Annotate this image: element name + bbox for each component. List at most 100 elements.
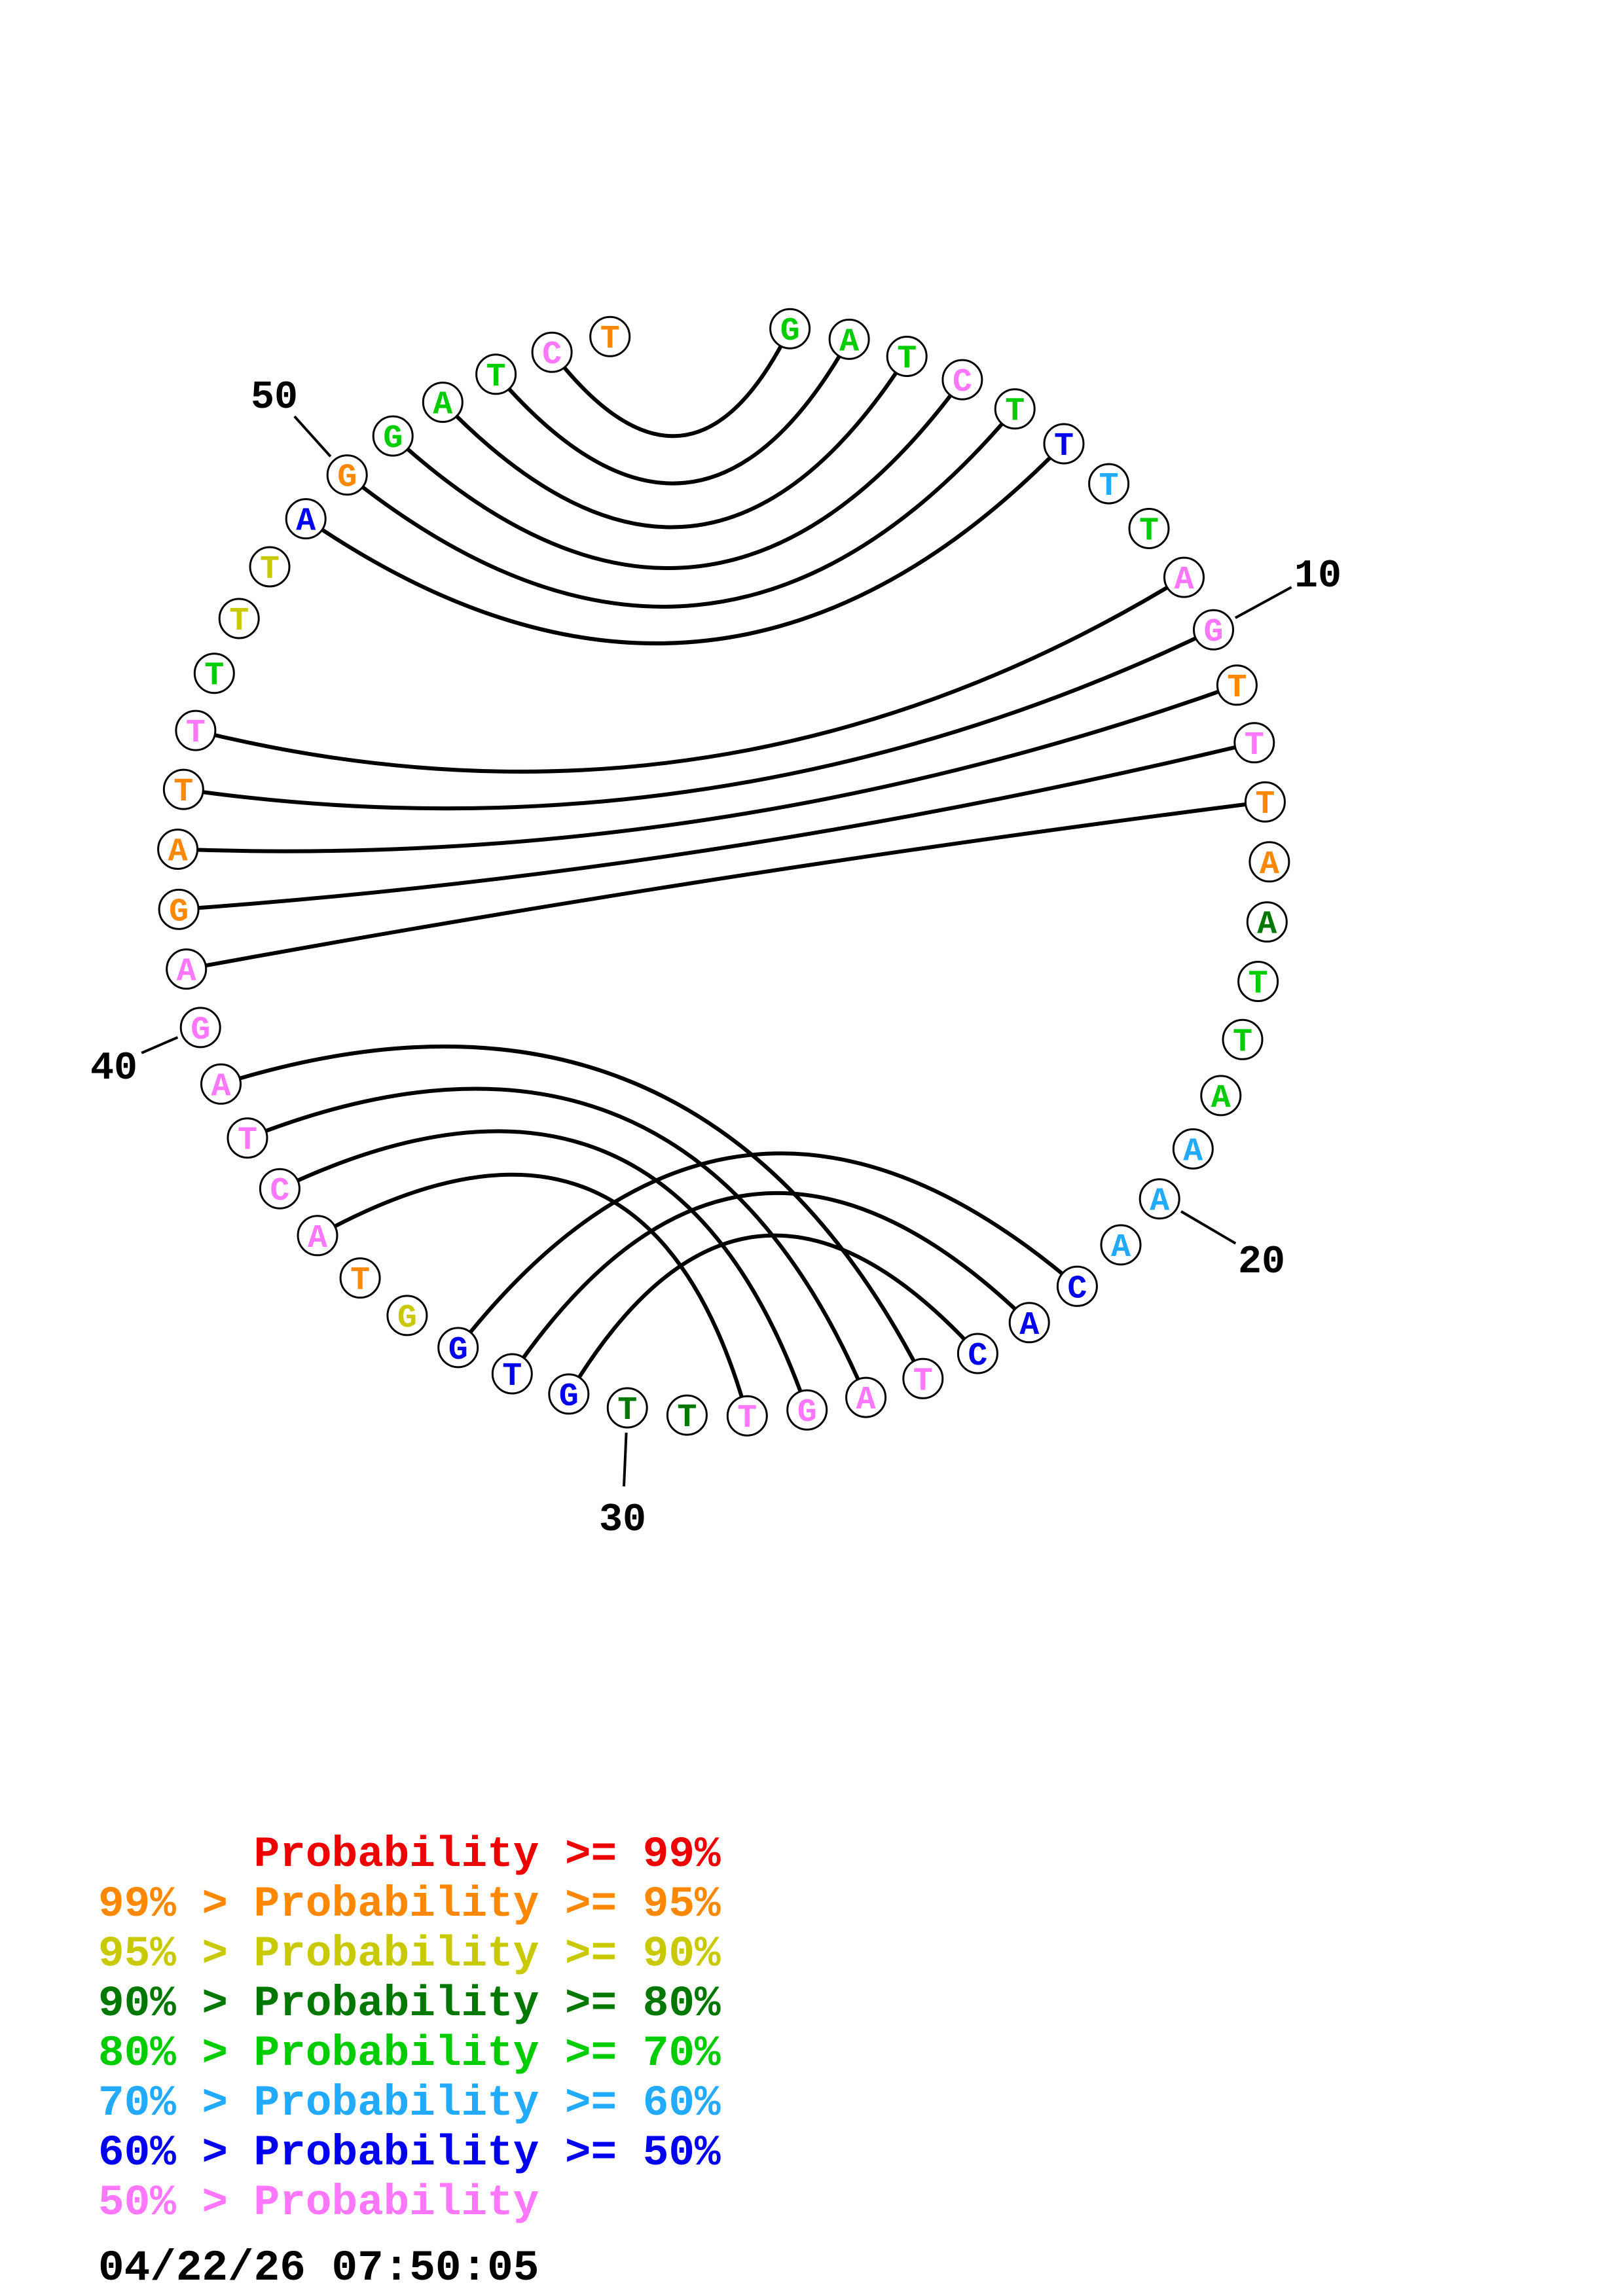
nucleotide-circle <box>994 388 1036 430</box>
nucleotide-letter: G <box>1203 614 1223 651</box>
nucleotide-circle <box>1222 1018 1264 1060</box>
nucleotide-28: T <box>726 1395 768 1437</box>
nucleotide-25: T <box>902 1357 944 1400</box>
nucleotide-letter: A <box>433 387 452 424</box>
nucleotide-letter: C <box>953 364 972 401</box>
base-pair-arc-27-37 <box>278 1129 809 1412</box>
nucleotide-46: T <box>193 653 235 695</box>
nucleotide-27: G <box>786 1389 828 1431</box>
nucleotide-circle <box>227 1117 268 1159</box>
nucleotide-circle <box>902 1357 944 1399</box>
nucleotide-letter: T <box>1249 966 1268 1003</box>
nucleotide-circle <box>1246 901 1288 943</box>
nucleotide-circle <box>193 653 235 694</box>
nucleotide-letter: T <box>617 1392 637 1429</box>
nucleotide-12: T <box>1233 722 1275 764</box>
nucleotide-11: T <box>1216 664 1258 707</box>
nucleotide-8: T <box>1128 508 1170 550</box>
nucleotide-circle <box>666 1394 708 1436</box>
nucleotide-37: C <box>259 1168 301 1210</box>
nucleotide-circle <box>386 1295 428 1336</box>
nucleotide-circle <box>437 1327 479 1369</box>
nucleotide-circle <box>179 1007 221 1049</box>
nucleotide-circle <box>726 1395 768 1437</box>
nucleotide-circle <box>606 1387 648 1429</box>
nucleotide-51: G <box>372 415 414 457</box>
nucleotide-letter: C <box>542 336 562 374</box>
nucleotide-letter: G <box>797 1394 817 1431</box>
nucleotide-circle <box>941 359 983 401</box>
nucleotide-letter: T <box>502 1358 522 1395</box>
nucleotide-letter: T <box>186 715 206 752</box>
nucleotide-7: T <box>1088 463 1130 505</box>
position-leader-line-20 <box>1180 1210 1237 1245</box>
nucleotide-22: C <box>1056 1265 1098 1308</box>
nucleotide-14: A <box>1249 841 1290 884</box>
nucleotide-letter: G <box>397 1300 417 1337</box>
nucleotide-circle <box>218 598 260 639</box>
nucleotide-letter: A <box>1174 562 1194 599</box>
nucleotide-letter: G <box>337 459 357 497</box>
nucleotide-letter: T <box>737 1400 757 1437</box>
nucleotide-letter: A <box>1211 1080 1231 1117</box>
nucleotide-letter: A <box>1111 1229 1131 1266</box>
nucleotide-circle <box>157 829 199 870</box>
nucleotide-letter: T <box>913 1363 933 1400</box>
nucleotide-54: C <box>531 331 573 374</box>
nucleotide-34: G <box>386 1295 428 1337</box>
nucleotide-circle <box>200 1063 242 1105</box>
nucleotide-38: T <box>227 1117 268 1160</box>
nucleotide-circle <box>1163 556 1205 598</box>
nucleotide-47: T <box>218 598 260 640</box>
nucleotide-18: A <box>1200 1075 1242 1117</box>
nucleotide-letter: T <box>1139 513 1159 550</box>
position-label-20: 20 <box>1238 1240 1285 1285</box>
nucleotide-13: T <box>1244 781 1286 823</box>
nucleotide-53: T <box>475 353 517 396</box>
nucleotide-circle <box>372 415 414 457</box>
nucleotide-circle <box>886 336 928 377</box>
nucleotide-letter: G <box>383 420 403 457</box>
nucleotide-55: T <box>589 315 631 358</box>
nucleotide-letter: A <box>168 834 188 871</box>
legend-row-2: 99% > Probability >= 95% <box>98 1880 721 1929</box>
position-leader-line-50 <box>293 415 332 457</box>
nucleotide-4: C <box>941 359 983 401</box>
position-label-10: 10 <box>1294 554 1341 599</box>
nucleotide-circle <box>1100 1224 1142 1266</box>
nucleotide-24: C <box>957 1333 998 1375</box>
nucleotide-20: A <box>1139 1178 1180 1221</box>
nucleotide-15: A <box>1246 901 1288 944</box>
nucleotide-circle <box>475 353 517 395</box>
nucleotide-42: G <box>158 888 200 931</box>
nucleotide-letter: T <box>173 774 193 811</box>
nucleotide-circle <box>1128 508 1170 549</box>
base-pair-arc-9-45 <box>193 575 1186 774</box>
nucleotide-letter: A <box>1257 906 1277 944</box>
probability-legend: Probability >= 99% 99% > Probability >= 9… <box>98 1830 721 2228</box>
nucleotide-circle <box>166 948 208 990</box>
nucleotide-50: G <box>326 454 368 497</box>
nucleotide-9: A <box>1163 556 1205 599</box>
nucleotide-2: A <box>828 318 870 361</box>
nucleotide-letter: T <box>1227 670 1247 707</box>
base-pair-arc-28-36 <box>316 1172 750 1418</box>
nucleotide-letter: T <box>897 341 917 378</box>
nucleotide-layer: G A TCTTTTAGTTTAATTAAAACACTAGTTTGTGGTACTAG… <box>157 308 1290 1437</box>
nucleotide-circle <box>285 498 327 540</box>
nucleotide-circle <box>326 454 368 496</box>
base-pair-arc-24-31 <box>566 1233 980 1396</box>
nucleotide-letter: T <box>677 1399 697 1437</box>
base-pair-arc-3-52 <box>441 354 909 529</box>
nucleotide-5: T <box>994 388 1036 431</box>
legend-row-7: 60% > Probability >= 50% <box>98 2128 721 2178</box>
nucleotide-circle <box>957 1333 998 1374</box>
legend-row-6: 70% > Probability >= 60% <box>98 2079 721 2128</box>
nucleotide-circle <box>1172 1128 1214 1170</box>
legend-row-3: 95% > Probability >= 90% <box>98 1929 721 1979</box>
nucleotide-23: A <box>1008 1302 1050 1344</box>
nucleotide-letter: A <box>1183 1133 1203 1170</box>
nucleotide-circle <box>1249 841 1290 883</box>
